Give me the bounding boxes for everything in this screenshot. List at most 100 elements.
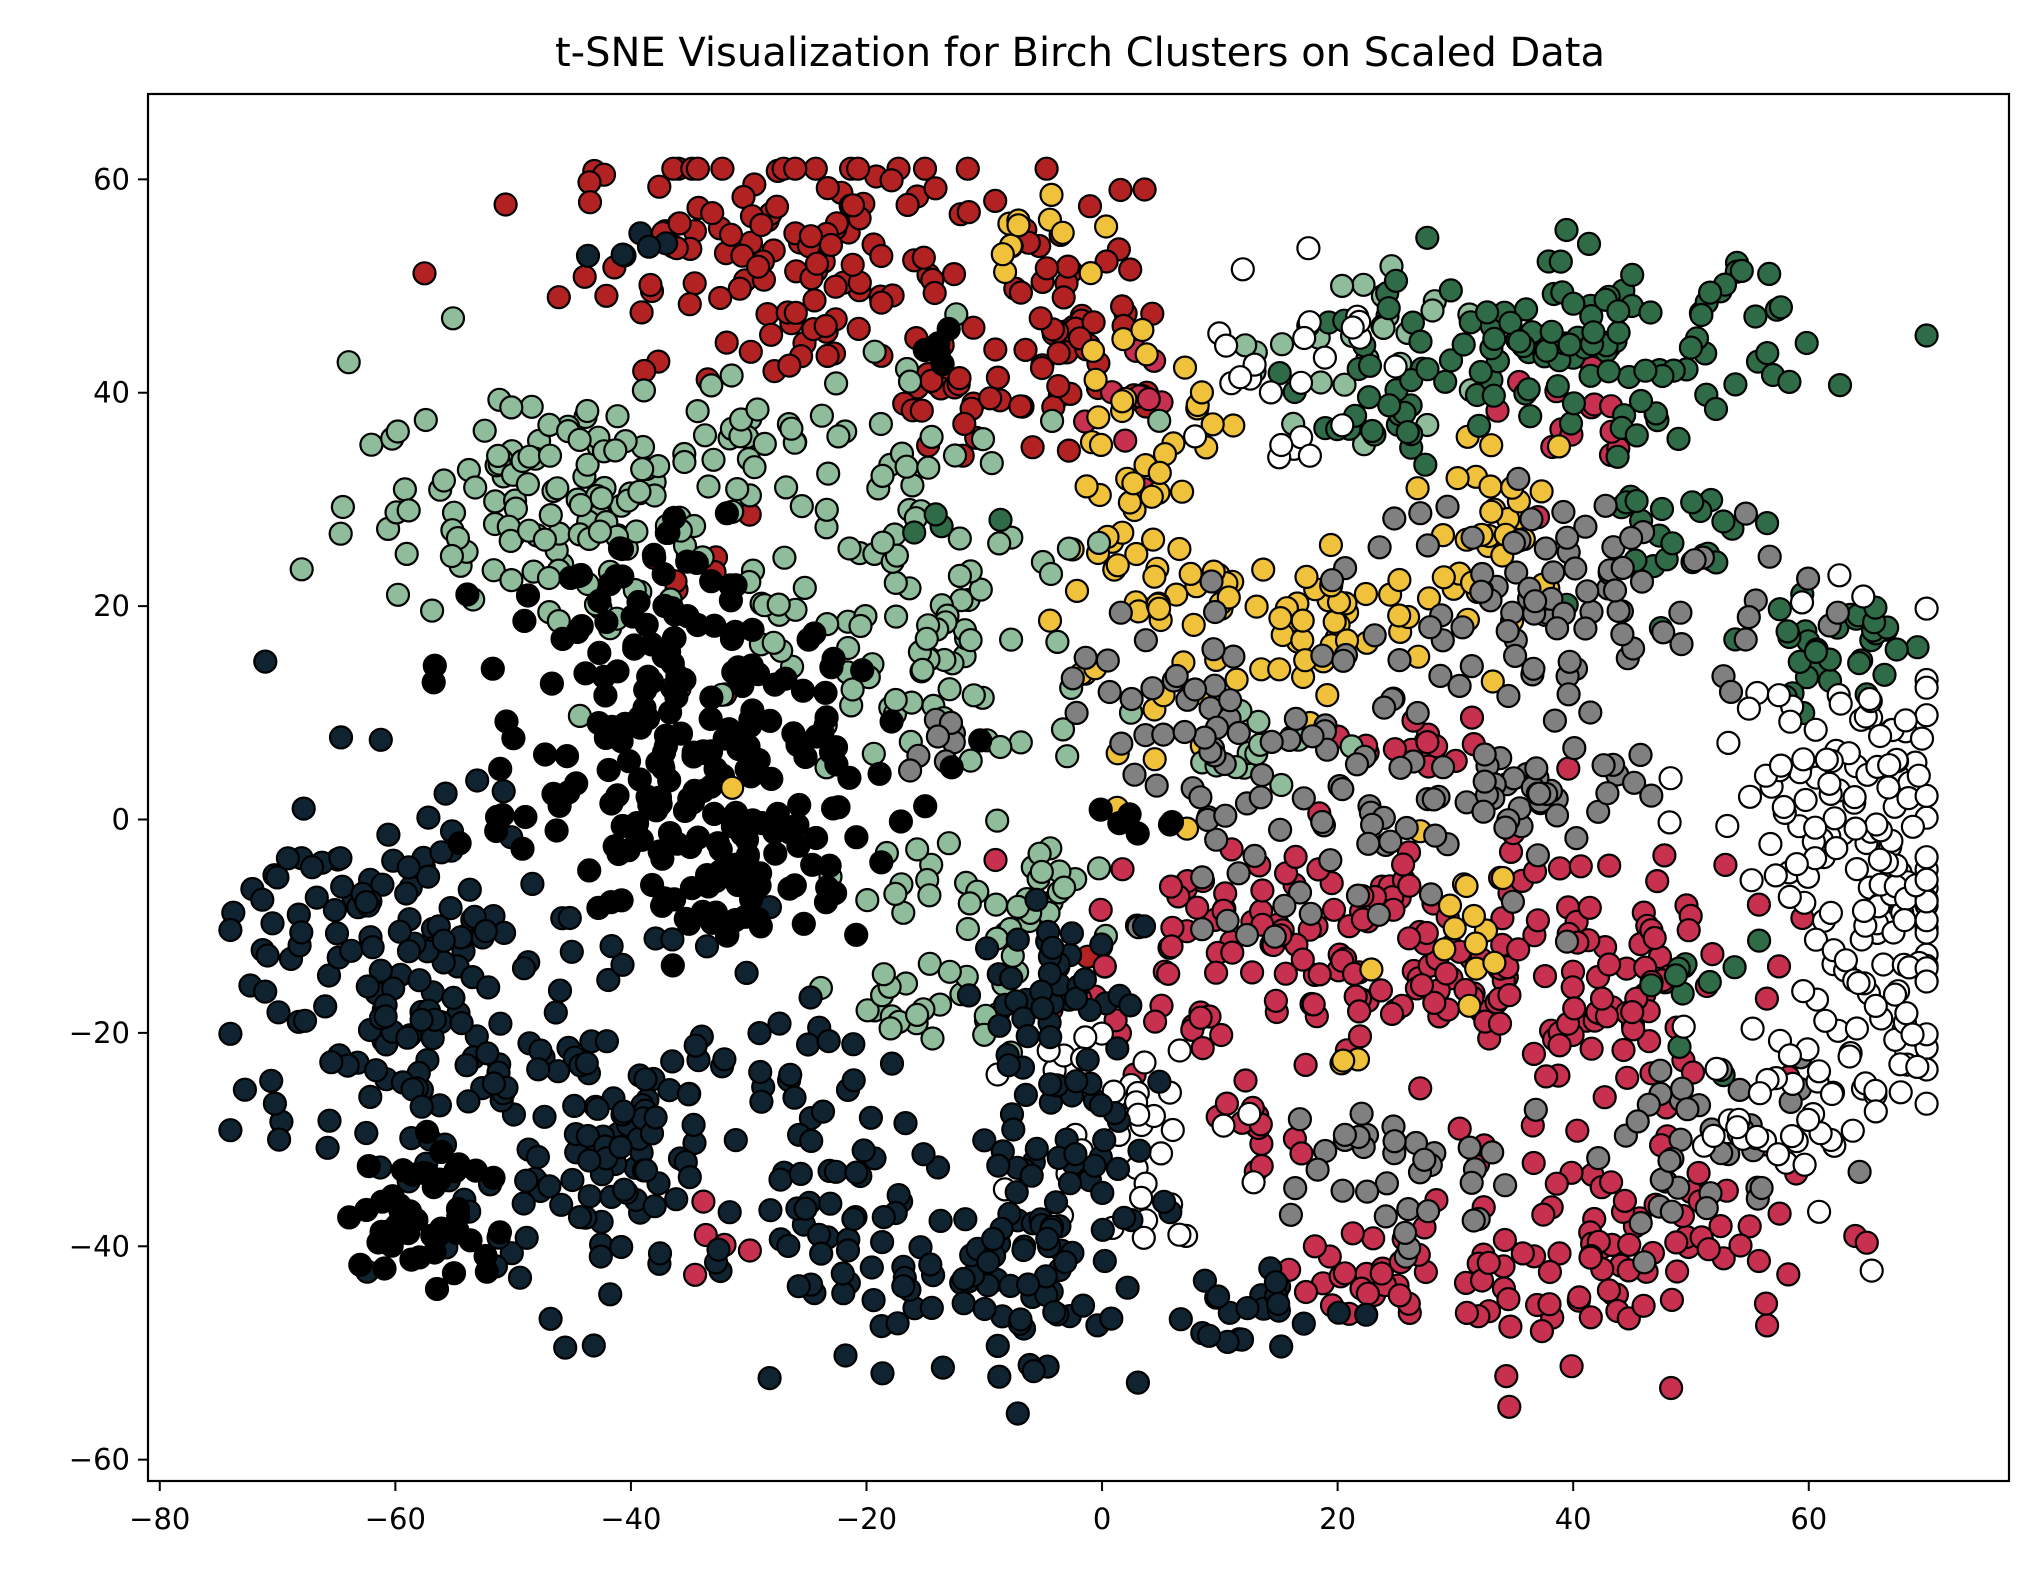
scatter-point	[1547, 856, 1573, 881]
scatter-point	[961, 315, 986, 340]
scatter-point	[385, 582, 411, 607]
scatter-point	[1291, 786, 1316, 811]
scatter-point	[1463, 931, 1489, 956]
scatter-point	[1113, 428, 1138, 453]
scatter-point	[1133, 628, 1159, 653]
scatter-point	[1892, 907, 1917, 933]
scatter-point	[869, 850, 894, 875]
scatter-point	[782, 1085, 807, 1110]
scatter-point	[1746, 892, 1772, 917]
scatter-point	[1053, 1249, 1078, 1275]
scatter-point	[910, 657, 935, 683]
scatter-point	[844, 922, 869, 947]
scatter-point	[611, 1099, 636, 1124]
scatter-point	[1639, 973, 1664, 998]
scatter-point	[1636, 1092, 1661, 1117]
scatter-point	[803, 825, 829, 851]
scatter-point	[1713, 852, 1738, 878]
scatter-point	[1737, 784, 1763, 809]
scatter-point	[1250, 878, 1275, 903]
scatter-point	[549, 1192, 574, 1217]
scatter-point	[1602, 578, 1628, 603]
scatter-point	[1863, 1099, 1888, 1124]
scatter-point	[773, 475, 799, 500]
scatter-point	[1125, 1370, 1151, 1395]
scatter-point	[1667, 1034, 1692, 1060]
scatter-point	[1521, 1150, 1546, 1176]
scatter-point	[1108, 177, 1133, 203]
scatter-point	[1037, 608, 1063, 633]
scatter-point	[488, 1011, 513, 1036]
scatter-point	[1629, 569, 1655, 594]
scatter-point	[1111, 327, 1136, 352]
scatter-point	[745, 254, 771, 279]
scatter-point	[1715, 813, 1740, 839]
scatter-point	[1283, 844, 1308, 870]
scatter-point	[1867, 847, 1893, 872]
scatter-point	[1558, 411, 1584, 436]
scatter-point	[1610, 622, 1635, 647]
scatter-point	[1659, 1199, 1684, 1224]
scatter-point	[1092, 954, 1117, 979]
scatter-point	[1377, 393, 1402, 418]
scatter-point	[1472, 742, 1497, 767]
scatter-point	[1618, 525, 1644, 551]
scatter-point	[1565, 1118, 1590, 1143]
scatter-point	[339, 938, 364, 963]
scatter-point	[941, 262, 967, 287]
scatter-point	[1413, 452, 1438, 477]
scatter-point	[1727, 1077, 1752, 1103]
scatter-point	[720, 775, 745, 800]
scatter-point	[317, 1108, 342, 1133]
scatter-point	[691, 1189, 716, 1214]
scatter-point	[1461, 903, 1487, 929]
scatter-point	[1758, 831, 1783, 857]
scatter-point	[913, 794, 938, 819]
scatter-point	[420, 1223, 445, 1248]
scatter-point	[795, 1032, 821, 1057]
scatter-point	[956, 200, 981, 225]
scatter-point	[1658, 1375, 1684, 1401]
scatter-point	[1803, 639, 1829, 665]
scatter-point	[952, 411, 977, 436]
scatter-point	[1723, 372, 1748, 397]
scatter-point	[1418, 615, 1443, 640]
scatter-point	[823, 371, 849, 396]
scatter-point	[1128, 1185, 1154, 1211]
scatter-point	[1015, 1272, 1041, 1297]
scatter-point	[918, 1252, 943, 1277]
scatter-point	[574, 1051, 599, 1076]
scatter-point	[1181, 612, 1206, 638]
scatter-point	[1078, 261, 1103, 286]
scatter-point	[1696, 1237, 1721, 1262]
scatter-point	[1784, 851, 1809, 877]
scatter-point	[1220, 940, 1245, 965]
scatter-point	[968, 577, 993, 602]
scatter-point	[1383, 268, 1409, 293]
scatter-point	[1387, 1283, 1412, 1308]
scatter-point	[588, 1244, 613, 1269]
scatter-point	[1532, 963, 1558, 989]
scatter-point	[1819, 1081, 1845, 1107]
scatter-point	[833, 1343, 858, 1368]
scatter-point	[1914, 969, 1939, 994]
scatter-point	[1497, 1394, 1522, 1419]
scatter-point	[1387, 567, 1412, 593]
scatter-point	[441, 1261, 467, 1286]
scatter-point	[1415, 729, 1440, 755]
scatter-point	[396, 1220, 421, 1246]
scatter-point	[1847, 1159, 1872, 1185]
scatter-point	[512, 608, 537, 634]
scatter-point	[1642, 925, 1667, 951]
scatter-point	[1591, 753, 1616, 778]
scatter-point	[420, 598, 445, 623]
scatter-point	[1039, 408, 1065, 433]
scatter-point	[869, 1229, 895, 1255]
scatter-point	[1064, 1069, 1089, 1094]
scatter-point	[1545, 374, 1570, 399]
scatter-point	[698, 706, 723, 732]
scatter-point	[1287, 880, 1313, 905]
scatter-point	[976, 1249, 1001, 1275]
scatter-point	[749, 212, 774, 238]
scatter-point	[565, 619, 590, 645]
